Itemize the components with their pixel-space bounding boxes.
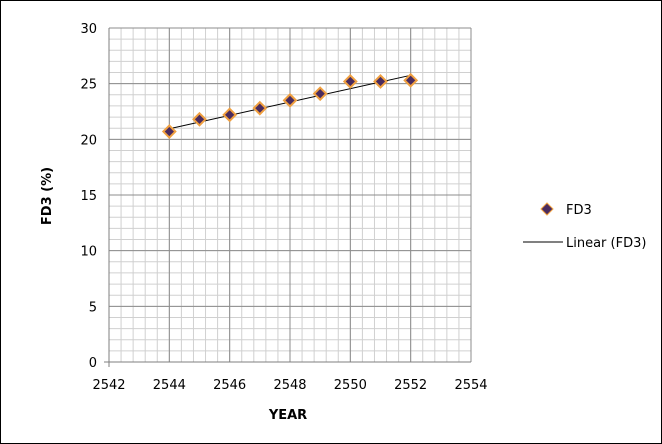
data-point — [222, 107, 238, 123]
data-point — [192, 111, 207, 127]
data-point — [312, 86, 328, 102]
y-tick-label: 0 — [89, 356, 97, 371]
y-tick-label: 10 — [80, 245, 97, 260]
legend-diamond-icon — [540, 202, 554, 216]
x-tick-label: 2552 — [394, 378, 427, 393]
x-tick-label: 2550 — [334, 378, 367, 393]
legend-series-label: FD3 — [566, 203, 592, 218]
data-point — [403, 72, 419, 88]
x-tick-label: 2548 — [273, 378, 306, 393]
data-points — [161, 72, 419, 139]
y-tick-label: 5 — [89, 300, 97, 315]
y-tick-label: 15 — [80, 189, 97, 204]
x-tick-label: 2544 — [153, 378, 186, 393]
x-tick-label: 2546 — [213, 378, 246, 393]
x-axis-label: YEAR — [268, 408, 307, 423]
legend: FD3 Linear (FD3) — [523, 202, 646, 251]
grid-lines — [108, 27, 472, 363]
data-point — [161, 124, 177, 139]
y-tick-label: 30 — [80, 22, 97, 37]
data-point — [252, 100, 268, 116]
y-tick-label: 20 — [80, 133, 97, 148]
data-point — [282, 92, 298, 108]
axes: 2542 2544 2546 2548 2550 2552 2554 0 5 10 15 20 25 30 — [80, 22, 487, 393]
y-axis-label: FD3 (%) — [40, 167, 55, 225]
x-tick-label: 2554 — [454, 378, 487, 393]
data-point — [342, 74, 358, 89]
legend-trend-label: Linear (FD3) — [566, 236, 646, 251]
x-tick-label: 2542 — [92, 378, 125, 393]
y-tick-label: 25 — [80, 78, 97, 93]
data-point — [373, 74, 388, 89]
